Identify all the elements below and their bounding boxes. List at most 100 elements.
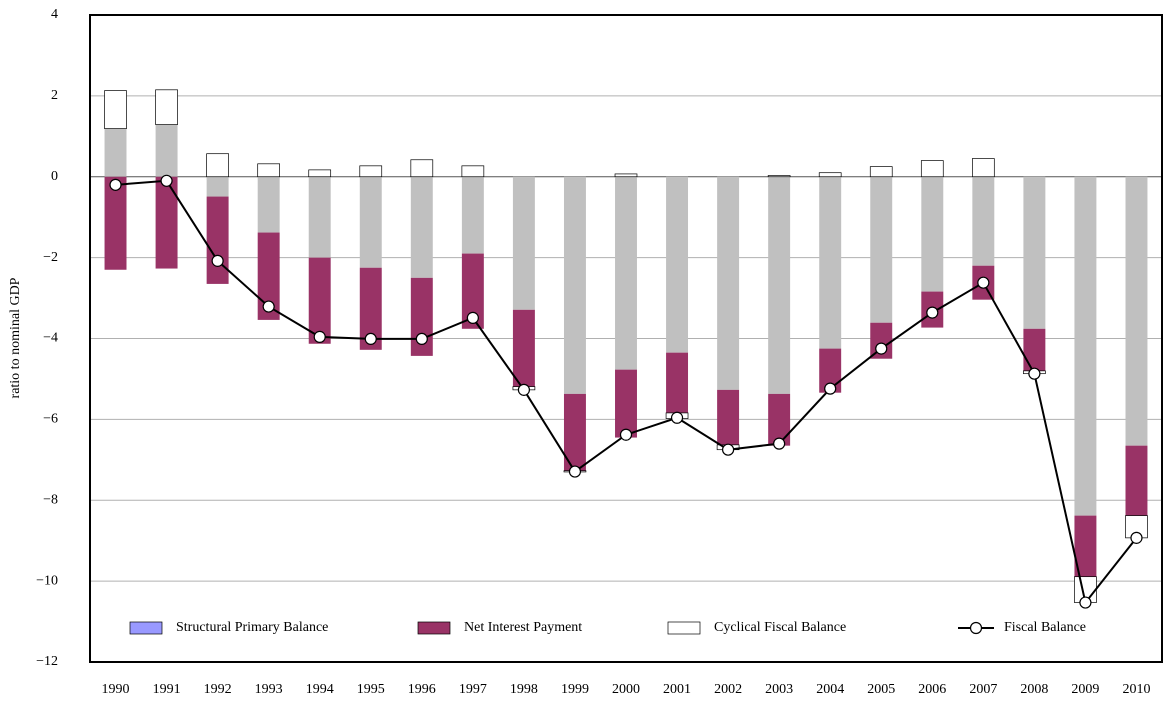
bar <box>104 176 127 270</box>
bar <box>615 369 637 438</box>
bar <box>615 176 637 370</box>
bar <box>155 89 178 125</box>
x-tick-label: 2002 <box>714 682 742 697</box>
x-tick-label: 2001 <box>663 682 691 697</box>
bar <box>1023 328 1046 371</box>
x-tick-label: 2006 <box>918 682 946 697</box>
marker <box>977 276 990 289</box>
y-tick-label: −6 <box>43 412 58 427</box>
marker <box>824 382 837 395</box>
x-tick-label: 2008 <box>1020 682 1048 697</box>
x-tick-label: 1998 <box>510 682 538 697</box>
legend-label: Net Interest Payment <box>464 620 582 635</box>
y-tick-label: −2 <box>43 250 58 265</box>
x-tick-label: 1991 <box>153 682 181 697</box>
x-tick-label: 2005 <box>867 682 895 697</box>
legend-label: Cyclical Fiscal Balance <box>714 620 846 635</box>
bar <box>512 309 535 387</box>
marker <box>926 306 939 319</box>
bar <box>308 169 332 178</box>
bar <box>717 176 740 390</box>
bar <box>461 253 484 329</box>
bar <box>563 176 586 394</box>
y-tick-label: −4 <box>43 331 58 346</box>
marker <box>773 437 786 450</box>
bar <box>461 176 484 254</box>
marker <box>160 174 173 187</box>
y-tick-label: −8 <box>43 492 58 507</box>
bar <box>155 176 178 269</box>
marker <box>670 411 684 424</box>
bar <box>410 176 433 278</box>
bar <box>819 176 842 349</box>
legend-marker <box>969 621 983 635</box>
bar <box>308 176 331 258</box>
bar <box>359 176 382 268</box>
marker <box>1079 596 1092 609</box>
bar <box>768 393 791 446</box>
bar <box>512 176 535 310</box>
bar <box>359 165 383 178</box>
bar <box>1125 176 1148 446</box>
bar <box>257 176 280 233</box>
x-tick-label: 1992 <box>204 682 232 697</box>
bar <box>104 90 127 129</box>
bar <box>155 124 178 177</box>
marker <box>313 330 326 343</box>
bar <box>717 389 740 445</box>
bar <box>869 166 893 178</box>
bar <box>921 176 944 292</box>
marker <box>568 465 582 478</box>
x-tick-label: 2009 <box>1071 682 1099 697</box>
bar <box>1074 176 1097 516</box>
marker <box>721 443 735 456</box>
marker <box>211 254 224 267</box>
bar <box>410 159 434 178</box>
bar <box>206 196 229 284</box>
bar <box>666 352 689 413</box>
x-tick-label: 2004 <box>816 682 844 697</box>
marker <box>109 178 122 191</box>
y-tick-label: −10 <box>36 573 58 588</box>
legend-swatch <box>417 621 451 635</box>
bar <box>920 160 944 178</box>
x-tick-label: 1995 <box>357 682 385 697</box>
bar <box>563 393 586 471</box>
x-tick-label: 1999 <box>561 682 589 697</box>
bar <box>461 165 485 178</box>
marker <box>1028 367 1041 380</box>
bar <box>819 348 842 393</box>
x-tick-label: 1997 <box>459 682 487 697</box>
bar <box>818 172 842 178</box>
x-tick-label: 2003 <box>765 682 793 697</box>
legend-swatch <box>129 621 163 635</box>
y-axis-label: ratio to nominal GDP <box>8 277 23 398</box>
marker <box>262 300 275 313</box>
marker <box>875 342 888 355</box>
x-tick-label: 2007 <box>969 682 997 697</box>
x-tick-label: 2000 <box>612 682 640 697</box>
bar <box>257 232 280 320</box>
marker <box>364 332 377 346</box>
y-tick-label: 4 <box>51 7 58 22</box>
marker <box>415 332 428 346</box>
bar <box>308 257 331 344</box>
bar <box>1125 445 1148 516</box>
bar <box>206 176 229 197</box>
legend-label: Fiscal Balance <box>1004 620 1086 635</box>
y-tick-label: −12 <box>36 654 58 669</box>
x-tick-label: 1994 <box>306 682 334 697</box>
marker <box>466 311 479 324</box>
bar <box>767 175 791 178</box>
bar <box>666 176 689 353</box>
marker <box>1130 531 1143 544</box>
bar <box>1074 515 1097 577</box>
x-tick-label: 2010 <box>1122 682 1150 697</box>
bar <box>206 153 229 178</box>
bar <box>359 267 382 350</box>
bar <box>768 176 791 394</box>
y-tick-label: 0 <box>51 169 58 184</box>
bar <box>870 176 893 323</box>
marker <box>517 383 531 396</box>
bar <box>1023 176 1046 329</box>
